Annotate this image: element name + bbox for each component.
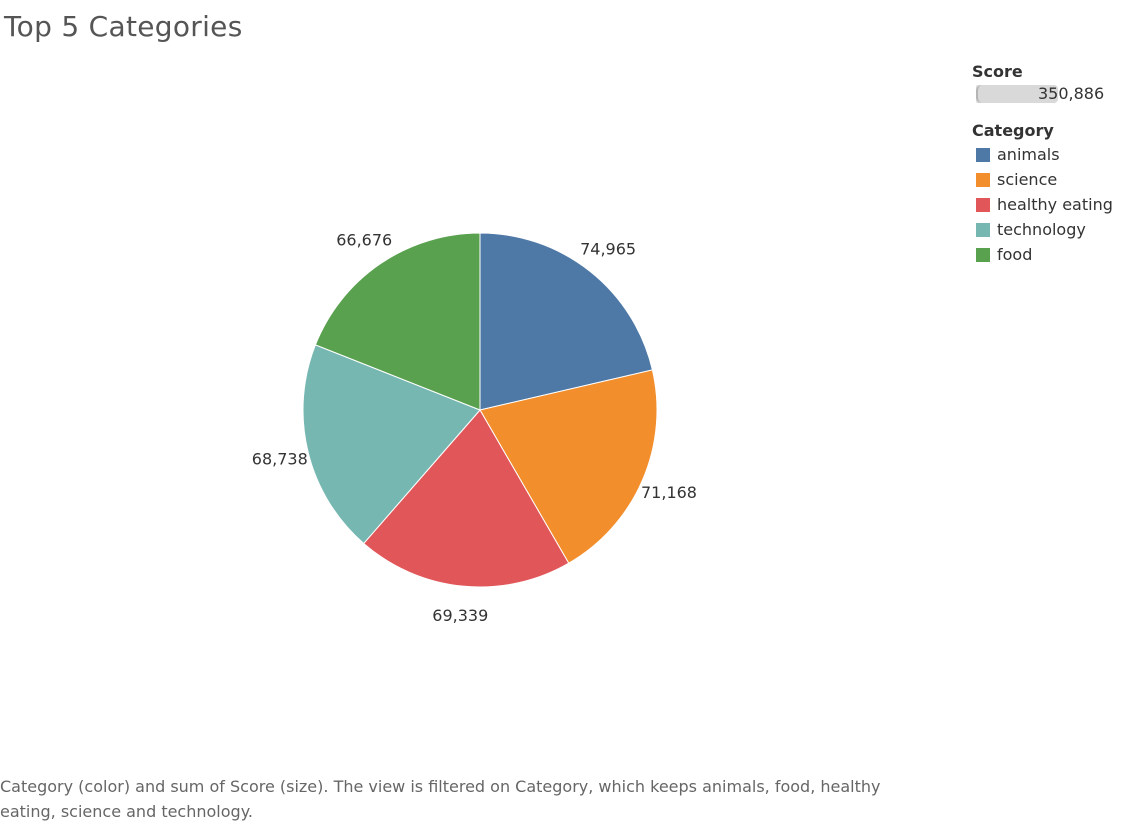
chart-caption: Category (color) and sum of Score (size)… bbox=[0, 777, 881, 821]
pie-slice-animals[interactable] bbox=[479, 232, 654, 411]
legend-swatch bbox=[976, 172, 990, 187]
legend-swatch bbox=[976, 197, 990, 212]
slice-value-label: 66,676 bbox=[336, 231, 392, 250]
size-legend: 350,886 bbox=[972, 83, 1122, 107]
legend-item-healthy-eating[interactable]: healthy eating bbox=[972, 192, 1122, 217]
size-legend-bar bbox=[976, 85, 1058, 103]
color-legend-heading: Category bbox=[972, 121, 1054, 140]
legend-item-animals[interactable]: animals bbox=[972, 142, 1122, 167]
legend-item-technology[interactable]: technology bbox=[972, 217, 1122, 242]
legend-label: food bbox=[997, 245, 1033, 264]
pie-slice-science[interactable] bbox=[479, 369, 658, 564]
color-legend-items: animals science healthy eating technolog… bbox=[972, 142, 1122, 267]
pie-slices bbox=[302, 232, 658, 588]
legend-item-science[interactable]: science bbox=[972, 167, 1122, 192]
slice-value-label: 68,738 bbox=[252, 450, 308, 469]
legend-label: science bbox=[997, 170, 1058, 189]
legend-swatch bbox=[976, 147, 990, 162]
legend-label: technology bbox=[997, 220, 1086, 239]
slice-value-label: 69,339 bbox=[432, 606, 488, 625]
chart-title: Top 5 Categories bbox=[4, 10, 243, 43]
legend-label: animals bbox=[997, 145, 1060, 164]
slice-value-label: 71,168 bbox=[641, 483, 697, 502]
legend-swatch bbox=[976, 247, 990, 262]
legend: Score 350,886 Category animals science h… bbox=[972, 62, 1122, 267]
pie-slice-healthy-eating[interactable] bbox=[363, 409, 570, 588]
size-legend-cap bbox=[976, 85, 982, 103]
pie-slice-technology[interactable] bbox=[302, 344, 481, 545]
slice-value-label: 74,965 bbox=[580, 240, 636, 259]
legend-label: healthy eating bbox=[997, 195, 1113, 214]
legend-swatch bbox=[976, 222, 990, 237]
pie-slice-food[interactable] bbox=[314, 232, 481, 411]
size-legend-heading: Score bbox=[972, 62, 1023, 81]
pie-labels: 74,965 71,168 69,339 68,738 66,676 bbox=[252, 231, 697, 625]
legend-item-food[interactable]: food bbox=[972, 242, 1122, 267]
size-legend-value: 350,886 bbox=[1038, 84, 1105, 103]
